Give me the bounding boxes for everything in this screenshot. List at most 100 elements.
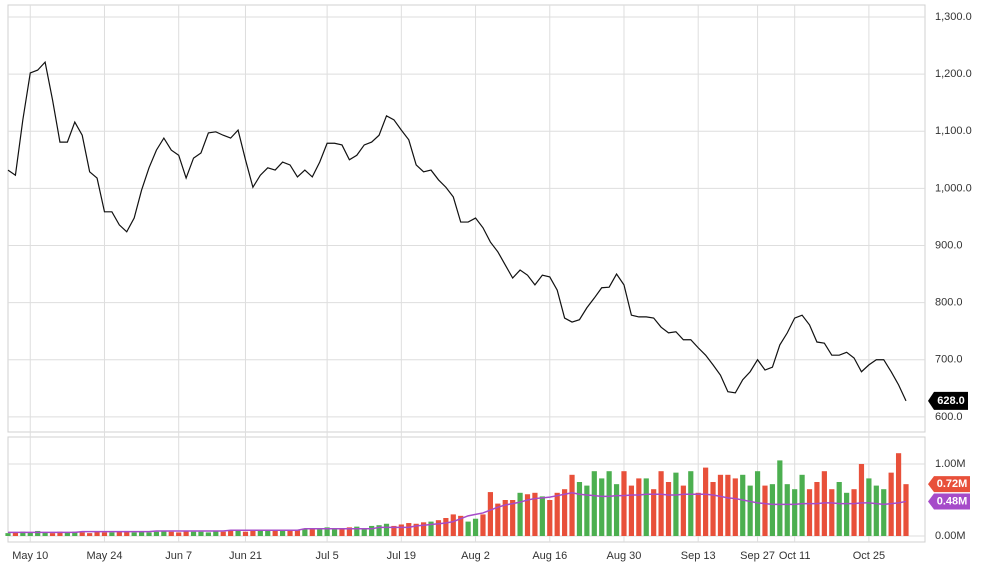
volume-bar (517, 492, 523, 536)
volume-bar (220, 531, 226, 536)
volume-bar (213, 530, 219, 536)
volume-bar (391, 525, 397, 536)
volume-bar (458, 515, 464, 536)
volume-bar (510, 500, 516, 536)
volume-bar (658, 471, 664, 536)
volume-bar (153, 531, 160, 536)
volume-bar (703, 467, 709, 536)
x-tick-label: Aug 2 (461, 550, 490, 562)
volume-bar (472, 518, 479, 536)
volume-bar (895, 453, 902, 536)
volume-bar (331, 528, 338, 536)
last-price-tag (928, 391, 968, 410)
volume-bar (502, 500, 508, 536)
volume-bar (228, 530, 234, 536)
volume-bar (198, 531, 204, 536)
volume-bar (324, 527, 330, 536)
volume-bar (205, 532, 211, 536)
volume-bar (168, 531, 174, 536)
volume-bar (673, 472, 679, 536)
volume-bar (190, 531, 197, 536)
volume-bar (317, 529, 323, 536)
volume-bar (235, 530, 241, 536)
volume-bar (524, 494, 531, 536)
volume-bar (421, 522, 427, 536)
volume-bar (161, 530, 167, 536)
volume-bar (116, 531, 122, 536)
volume-bar (49, 533, 56, 536)
volume-bar (636, 478, 642, 536)
volume-bar (584, 485, 590, 536)
volume-bar (576, 482, 583, 536)
volume-bar (599, 478, 605, 536)
x-tick-label: Jun 7 (165, 550, 192, 562)
volume-bar (680, 485, 686, 536)
volume-bar (339, 528, 345, 536)
volume-bar (903, 484, 909, 536)
volume-bar (72, 531, 78, 536)
x-tick-label: Oct 11 (779, 550, 811, 562)
volume-bar (257, 530, 263, 536)
volume-bar (101, 532, 108, 536)
volume-bar (532, 492, 538, 536)
volume-bar (465, 521, 471, 536)
volume-bar (777, 460, 783, 536)
last-volume-tag (928, 476, 970, 493)
y-tick-label: 1,100.0 (935, 125, 972, 137)
volume-bar (710, 482, 716, 536)
volume-bar (554, 492, 560, 536)
volume-bar (287, 530, 293, 536)
x-tick-label: Oct 25 (853, 550, 885, 562)
x-tick-label: Aug 30 (607, 550, 642, 562)
volume-bar (12, 532, 19, 536)
x-tick-label: Jul 5 (315, 550, 338, 562)
volume-bar (547, 500, 553, 536)
x-tick-label: May 10 (12, 550, 48, 562)
x-tick-label: Jun 21 (229, 550, 262, 562)
y-tick-label: 600.0 (935, 411, 963, 423)
volume-bar (346, 527, 352, 536)
volume-bar (428, 521, 434, 536)
volume-bar (398, 524, 404, 536)
volume-bar (294, 529, 301, 536)
volume-bar (651, 489, 657, 536)
volume-bar (183, 530, 189, 536)
volume-bar (309, 528, 315, 536)
volume-average-line (8, 492, 907, 534)
volume-bar (413, 523, 419, 536)
x-tick-label: May 24 (86, 550, 122, 562)
volume-bar (109, 532, 115, 536)
volume-bar (376, 525, 382, 536)
x-tick-label: Aug 16 (532, 550, 567, 562)
volume-bar (799, 474, 805, 536)
volume-bar (87, 533, 93, 536)
volume-bar (621, 471, 627, 536)
volume-bar (881, 489, 887, 536)
volume-bar (369, 525, 375, 536)
volume-bar (94, 531, 100, 536)
volume-bar (383, 523, 390, 536)
volume-bar (131, 532, 137, 536)
volume-bar (747, 485, 753, 536)
volume-panel (7, 436, 926, 543)
last-price-label: 628.0 (937, 395, 965, 407)
volume-bar (57, 531, 63, 536)
y-tick-label: 1,200.0 (935, 68, 972, 80)
y-tick-label: 1,300.0 (935, 11, 972, 23)
y-tick-label: 1.00M (935, 458, 966, 470)
volume-bar (272, 529, 278, 536)
last-volume-label: 0.72M (937, 478, 968, 490)
volume-bar (35, 530, 41, 536)
volume-bar (569, 474, 575, 536)
volume-bar (406, 523, 412, 536)
y-tick-label: 700.0 (935, 354, 963, 366)
volume-bar (688, 471, 694, 536)
volume-bar (5, 533, 11, 536)
volume-bar (866, 478, 872, 536)
y-tick-label: 0.00M (935, 530, 966, 542)
volume-bar (792, 489, 798, 536)
last-volume-tag (928, 493, 970, 510)
volume-bar (27, 532, 33, 536)
volume-bar (242, 531, 249, 536)
volume-bar (124, 530, 130, 536)
